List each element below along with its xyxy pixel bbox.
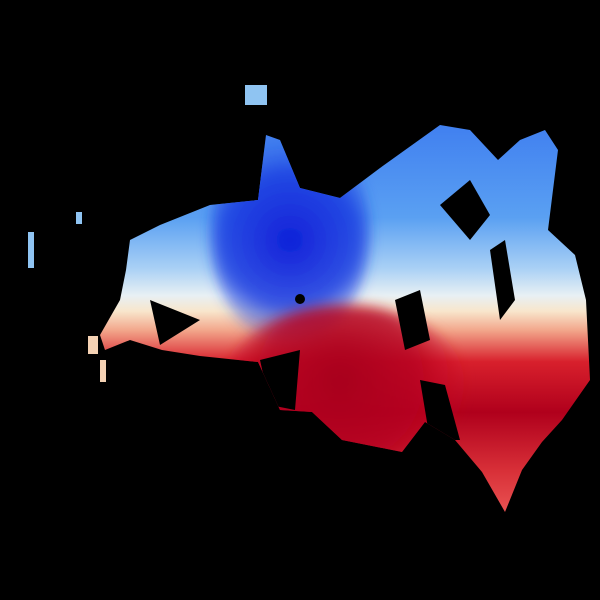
no-echo-gaps (150, 180, 515, 440)
echo-patch (100, 360, 106, 382)
echo-patch (245, 85, 267, 105)
echo-patch (76, 212, 82, 224)
echo-patch (88, 336, 98, 354)
echo-patch (28, 232, 34, 268)
isolated-echoes (28, 85, 267, 382)
radar-site (295, 294, 305, 304)
